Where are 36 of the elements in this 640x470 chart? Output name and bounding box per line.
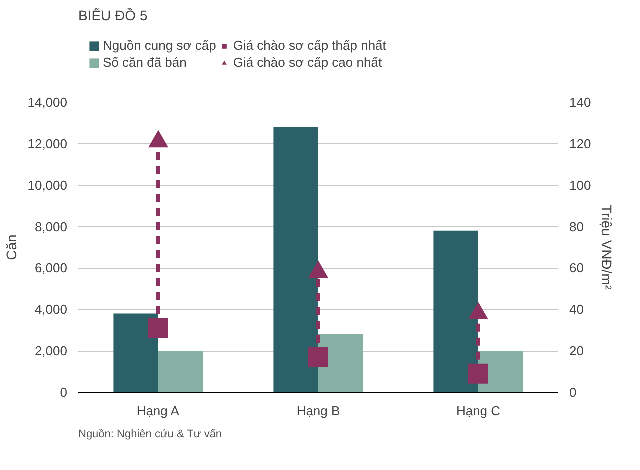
legend-label: Nguồn cung sơ cấp [103, 38, 216, 53]
y2-tick-label: 100 [570, 178, 592, 193]
chart-title: BIỂU ĐỒ 5 [78, 8, 148, 24]
legend-label: Giá chào sơ cấp cao nhất [233, 55, 382, 70]
text: Nguồn: Nghiên cứu & Tư vấn [78, 428, 222, 440]
y2-tick-label: 20 [570, 344, 584, 359]
y-tick-label: 8,000 [34, 219, 68, 234]
y2-tick-label: 40 [570, 302, 584, 318]
point [148, 318, 168, 338]
y2-axis-title: Triệu VNĐ/m² [599, 204, 616, 290]
point [468, 364, 488, 384]
bar [114, 314, 158, 392]
x-tick-label: Hạng A [136, 404, 180, 418]
point [308, 347, 328, 368]
y2-tick-label: 60 [570, 260, 584, 276]
y2-tick-label: 80 [570, 219, 584, 234]
y-tick-label: 4,000 [34, 302, 68, 318]
bar [158, 351, 204, 392]
x-tick-label: Hạng B [296, 404, 340, 418]
y-tick-label: 14,000 [28, 95, 68, 110]
y-tick-label: 10,000 [28, 178, 68, 193]
y-tick-label: 12,000 [28, 136, 68, 152]
y-tick-label: 0 [60, 385, 68, 400]
x-tick-label: Hạng C [456, 404, 501, 418]
bar [274, 127, 318, 392]
point [148, 130, 168, 148]
y-tick-label: 2,000 [34, 344, 68, 359]
y-axis-title: Căn [4, 234, 20, 260]
y2-tick-label: 120 [570, 136, 592, 152]
y2-tick-label: 0 [570, 385, 577, 400]
legend-label: Giá chào sơ cấp thấp nhất [233, 38, 386, 53]
bar [318, 334, 364, 392]
y-tick-label: 6,000 [34, 260, 68, 276]
legend-label: Số căn đã bán [103, 55, 187, 70]
y2-tick-label: 140 [570, 95, 592, 110]
bar [434, 230, 478, 392]
